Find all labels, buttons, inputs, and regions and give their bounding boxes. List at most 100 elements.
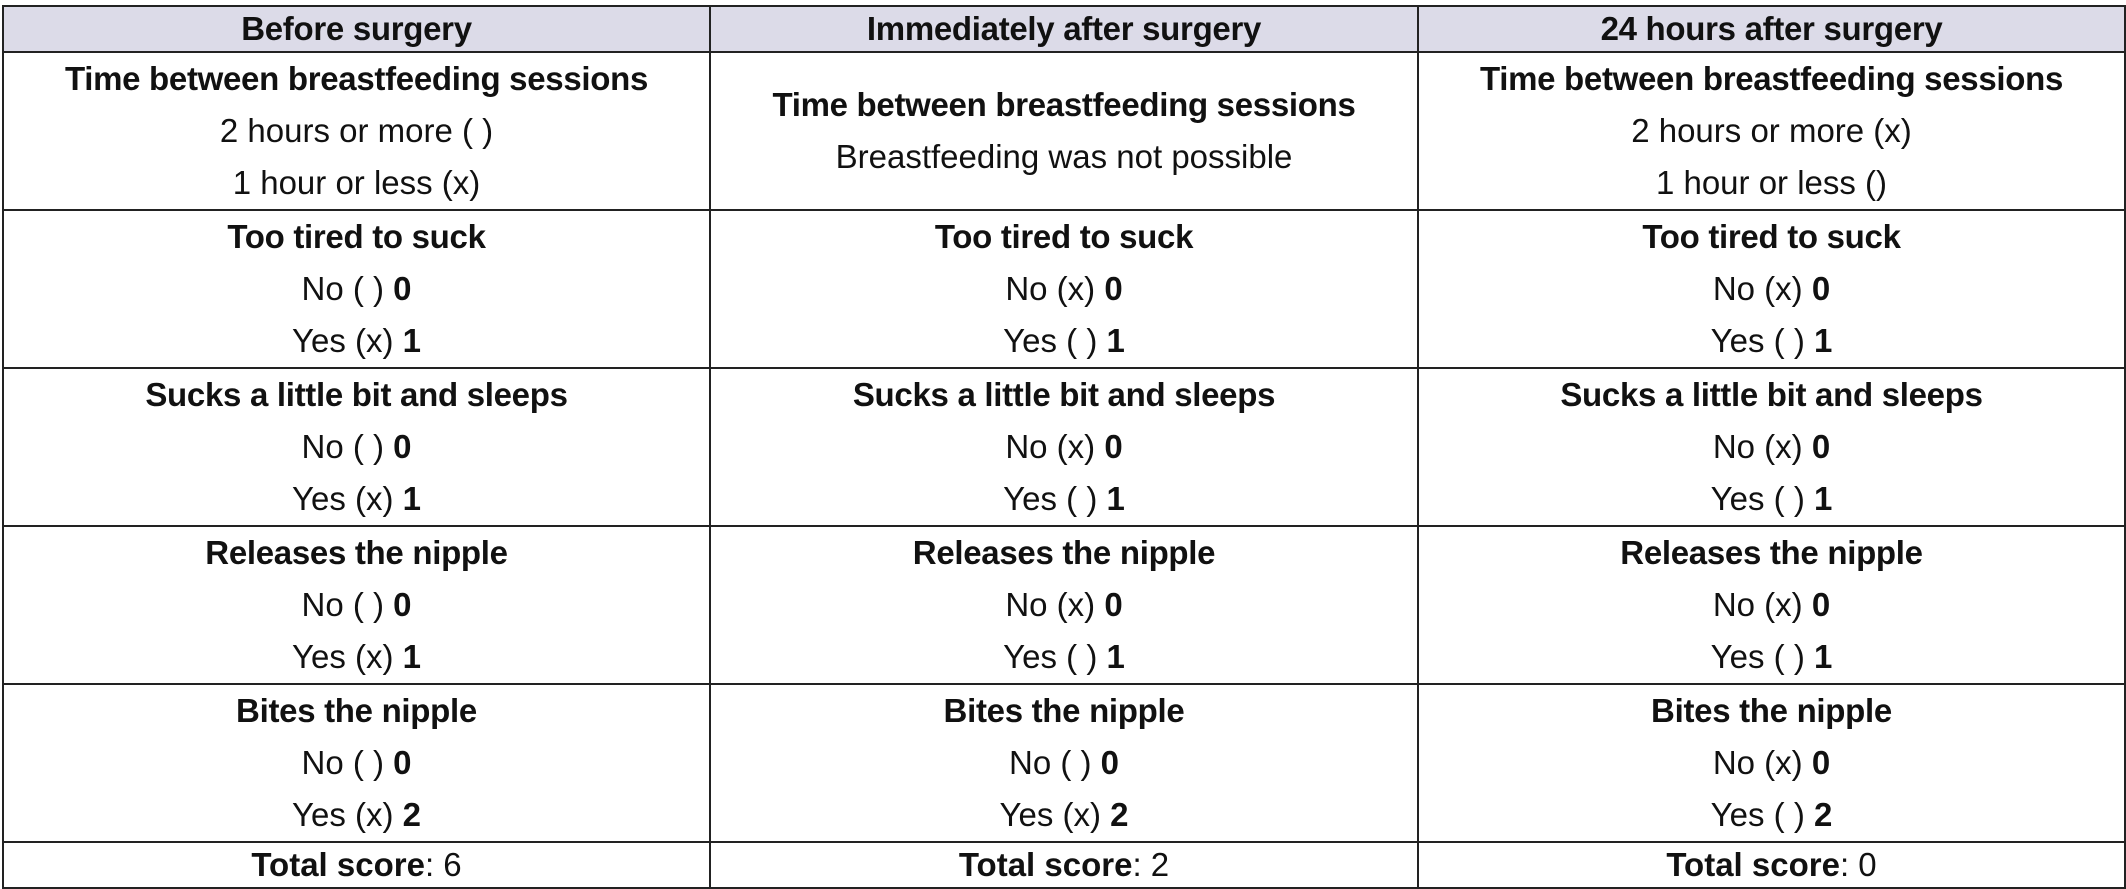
item-label: Sucks a little bit and sleeps [145, 376, 568, 413]
option-text: Yes ( ) [1003, 322, 1098, 359]
option-text: No (x) [1712, 744, 1803, 781]
option-points: 0 [1104, 428, 1123, 465]
option-line: Yes ( ) 1 [1419, 631, 2124, 683]
cell-before: Releases the nipple No ( ) 0 Yes (x) 1 [2, 525, 711, 685]
table-row: Releases the nipple No ( ) 0 Yes (x) 1 Rele… [2, 525, 2126, 685]
option-text: Yes ( ) [1003, 638, 1098, 675]
option-line: No ( ) 0 [711, 737, 1417, 789]
option-line: No (x) 0 [1419, 737, 2124, 789]
cell-24h: Time between breastfeeding sessions 2 hou… [1417, 51, 2126, 211]
table-row: Too tired to suck No ( ) 0 Yes (x) 1 Too ti… [2, 209, 2126, 369]
option-points: 1 [1813, 638, 1833, 675]
option-points: 2 [402, 796, 421, 833]
table-row: Sucks a little bit and sleeps No ( ) 0 Yes… [2, 367, 2126, 527]
cell-immediately: Time between breastfeeding sessions Breas… [709, 51, 1419, 211]
breastfeeding-score-table: Before surgery Immediately after surgery… [2, 5, 2126, 889]
item-label: Too tired to suck [1642, 218, 1901, 255]
option-text: No ( ) [301, 270, 384, 307]
option-line: Yes ( ) 1 [711, 315, 1417, 367]
cell-immediately: Releases the nipple No (x) 0 Yes ( ) 1 [709, 525, 1419, 685]
option-line: Yes ( ) 1 [1419, 315, 2124, 367]
option-text: No ( ) [301, 744, 384, 781]
option-text: No (x) [1712, 270, 1803, 307]
option-text: Yes ( ) [1003, 480, 1098, 517]
option-text: Yes ( ) [1710, 638, 1805, 675]
option-text: No (x) [1005, 428, 1096, 465]
item-label: Time between breastfeeding sessions [772, 86, 1356, 123]
cell-immediately: Bites the nipple No ( ) 0 Yes (x) 2 [709, 683, 1419, 843]
option-line: 1 hour or less () [1419, 157, 2124, 209]
option-line: No (x) 0 [711, 421, 1417, 473]
header-immediately-after-surgery: Immediately after surgery [709, 5, 1419, 53]
option-points: 2 [1110, 796, 1129, 833]
option-text: No ( ) [301, 586, 384, 623]
option-text: No (x) [1712, 586, 1803, 623]
total-separator: : [424, 846, 435, 883]
item-label: Too tired to suck [934, 218, 1194, 255]
option-text: No (x) [1005, 586, 1096, 623]
option-text: 1 hour or less () [1655, 164, 1888, 201]
option-line: Yes (x) 2 [4, 789, 709, 841]
option-line: No ( ) 0 [4, 421, 709, 473]
option-text: 1 hour or less (x) [232, 164, 481, 201]
option-points: 1 [1813, 322, 1833, 359]
option-text: No ( ) [301, 428, 384, 465]
item-label: Too tired to suck [227, 218, 486, 255]
total-label: Total score [1666, 846, 1840, 883]
cell-before: Time between breastfeeding sessions 2 hou… [2, 51, 711, 211]
option-points: 0 [1811, 744, 1831, 781]
option-line: No ( ) 0 [4, 579, 709, 631]
header-24h-after-surgery: 24 hours after surgery [1417, 5, 2126, 53]
option-points: 1 [402, 322, 421, 359]
option-text: Yes (x) [999, 796, 1101, 833]
total-label: Total score [958, 846, 1133, 883]
item-label: Sucks a little bit and sleeps [852, 376, 1276, 413]
option-text: Yes (x) [291, 322, 394, 359]
cell-immediately: Too tired to suck No (x) 0 Yes ( ) 1 [709, 209, 1419, 369]
table-row: Time between breastfeeding sessions 2 hou… [2, 51, 2126, 211]
table-row: Bites the nipple No ( ) 0 Yes (x) 2 Bites t… [2, 683, 2126, 843]
option-text: No ( ) [1008, 744, 1092, 781]
total-cell-before: Total score: 6 [2, 841, 711, 889]
option-line: Yes (x) 1 [4, 631, 709, 683]
option-line: No ( ) 0 [4, 263, 709, 315]
option-line: No ( ) 0 [4, 737, 709, 789]
option-text: Yes (x) [291, 480, 394, 517]
cell-24h: Too tired to suck No (x) 0 Yes ( ) 1 [1417, 209, 2126, 369]
option-text: Yes ( ) [1710, 480, 1805, 517]
option-points: 0 [1811, 270, 1831, 307]
option-line: 2 hours or more (x) [1419, 105, 2124, 157]
option-points: 2 [1813, 796, 1833, 833]
total-value: 6 [443, 846, 462, 883]
option-line: No (x) 0 [1419, 263, 2124, 315]
total-value: 0 [1858, 846, 1877, 883]
option-points: 1 [1106, 322, 1125, 359]
option-text: 2 hours or more ( ) [219, 112, 494, 149]
option-line: No (x) 0 [711, 263, 1417, 315]
option-line: Yes (x) 2 [711, 789, 1417, 841]
option-line: Yes ( ) 2 [1419, 789, 2124, 841]
option-points: 0 [393, 586, 412, 623]
option-points: 0 [393, 270, 412, 307]
option-text: No (x) [1712, 428, 1803, 465]
option-line: No (x) 0 [711, 579, 1417, 631]
cell-24h: Releases the nipple No (x) 0 Yes ( ) 1 [1417, 525, 2126, 685]
option-text: No (x) [1005, 270, 1096, 307]
item-label: Sucks a little bit and sleeps [1560, 376, 1983, 413]
option-line: 2 hours or more ( ) [4, 105, 709, 157]
option-line: Yes (x) 1 [4, 315, 709, 367]
total-cell-24h: Total score: 0 [1417, 841, 2126, 889]
option-line: 1 hour or less (x) [4, 157, 709, 209]
item-label: Bites the nipple [1651, 692, 1892, 729]
total-label: Total score [251, 846, 425, 883]
option-text: Yes ( ) [1710, 796, 1805, 833]
total-separator: : [1132, 846, 1142, 883]
option-text: Yes ( ) [1710, 322, 1805, 359]
option-points: 0 [1811, 428, 1831, 465]
cell-before: Too tired to suck No ( ) 0 Yes (x) 1 [2, 209, 711, 369]
item-label: Releases the nipple [912, 534, 1216, 571]
header-row: Before surgery Immediately after surgery… [2, 5, 2126, 53]
option-text: 2 hours or more (x) [1631, 112, 1912, 149]
item-label: Releases the nipple [205, 534, 508, 571]
option-points: 1 [1813, 480, 1833, 517]
